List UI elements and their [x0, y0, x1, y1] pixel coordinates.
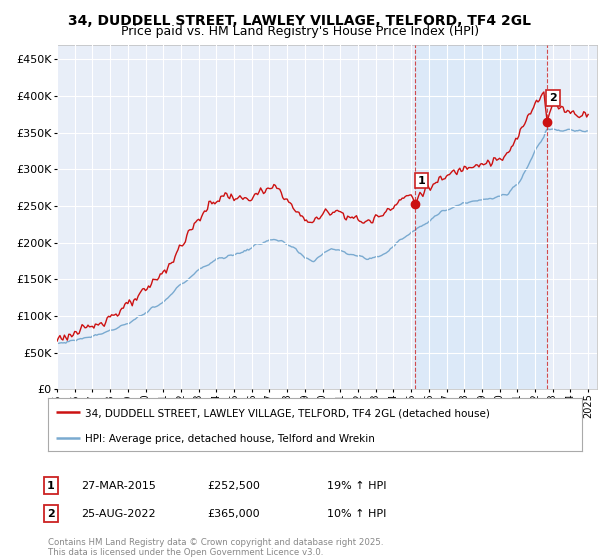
- Text: HPI: Average price, detached house, Telford and Wrekin: HPI: Average price, detached house, Telf…: [85, 433, 375, 444]
- Bar: [415, 45, 547, 389]
- Text: 27-MAR-2015: 27-MAR-2015: [81, 480, 156, 491]
- Text: 1: 1: [47, 480, 55, 491]
- Text: 19% ↑ HPI: 19% ↑ HPI: [327, 480, 386, 491]
- Text: 34, DUDDELL STREET, LAWLEY VILLAGE, TELFORD, TF4 2GL: 34, DUDDELL STREET, LAWLEY VILLAGE, TELF…: [68, 14, 532, 28]
- Text: £252,500: £252,500: [207, 480, 260, 491]
- Text: Contains HM Land Registry data © Crown copyright and database right 2025.
This d: Contains HM Land Registry data © Crown c…: [48, 538, 383, 557]
- Text: 10% ↑ HPI: 10% ↑ HPI: [327, 508, 386, 519]
- Text: 1: 1: [418, 176, 425, 186]
- Text: 2: 2: [47, 508, 55, 519]
- Text: 25-AUG-2022: 25-AUG-2022: [81, 508, 155, 519]
- Text: 2: 2: [549, 93, 557, 103]
- Text: Price paid vs. HM Land Registry's House Price Index (HPI): Price paid vs. HM Land Registry's House …: [121, 25, 479, 38]
- Text: £365,000: £365,000: [207, 508, 260, 519]
- Text: 34, DUDDELL STREET, LAWLEY VILLAGE, TELFORD, TF4 2GL (detached house): 34, DUDDELL STREET, LAWLEY VILLAGE, TELF…: [85, 409, 490, 418]
